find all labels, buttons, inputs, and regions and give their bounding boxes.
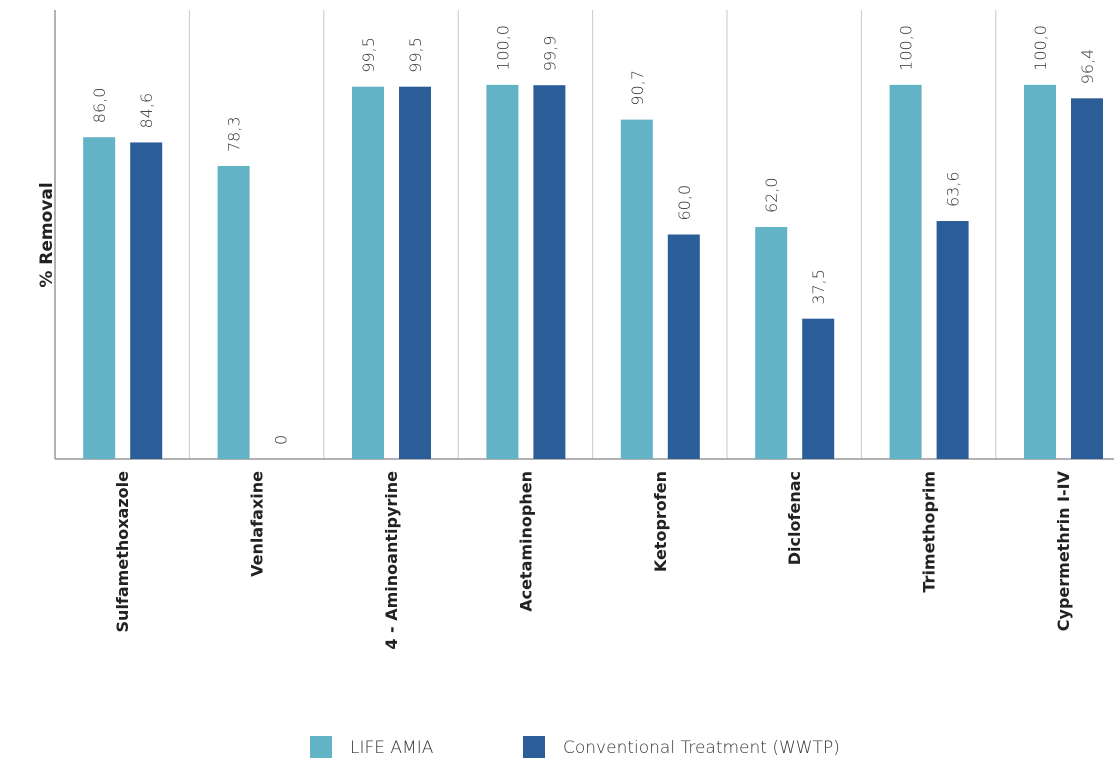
bar [486,84,519,459]
bar [83,137,116,459]
value-label: 90,7 [628,70,647,106]
bar [1024,84,1056,459]
value-label: 0 [272,435,291,445]
x-tick-label: Venlafaxine [248,471,267,577]
value-label: 60,0 [675,185,694,221]
value-label: 99,5 [406,37,425,73]
x-tick-label: Cypermethrin I-IV [1054,470,1073,631]
bar [889,84,922,459]
bar [802,318,835,459]
x-tick-label: 4 - Aminoantipyrine [382,471,401,650]
legend-swatch [523,736,545,758]
x-tick-label: Diclofenac [785,471,804,565]
value-label: 99,5 [359,37,378,73]
bar [533,85,566,460]
value-label: 84,6 [137,93,156,129]
bar [620,119,653,460]
x-tick-label: Trimethoprim [920,471,939,593]
bar [755,227,788,459]
bar [936,221,969,459]
x-tick-label: Sulfamethoxazole [113,471,132,633]
y-axis-label: % Removal [37,182,57,287]
legend-label: LIFE AMIA [350,738,434,758]
bar [1071,98,1103,459]
bar [130,142,163,459]
value-label: 100,0 [897,25,916,71]
value-label: 62,0 [762,177,781,213]
legend-swatch [310,736,332,758]
x-tick-label: Acetaminophen [516,471,535,612]
value-label: 78,3 [225,116,244,152]
value-label: 86,0 [90,88,109,124]
bar [217,166,250,459]
value-label: 99,9 [540,36,559,72]
bar [399,86,431,460]
value-label: 63,6 [944,171,963,207]
bar [667,234,700,459]
value-label: 100,0 [493,25,512,71]
x-tick-label: Ketoprofen [651,471,670,572]
value-label: 37,5 [809,269,828,305]
value-label: 96,4 [1078,49,1097,85]
legend-label: Conventional Treatment (WWTP) [563,738,840,758]
value-label: 100,0 [1031,25,1050,71]
bar [352,86,384,460]
